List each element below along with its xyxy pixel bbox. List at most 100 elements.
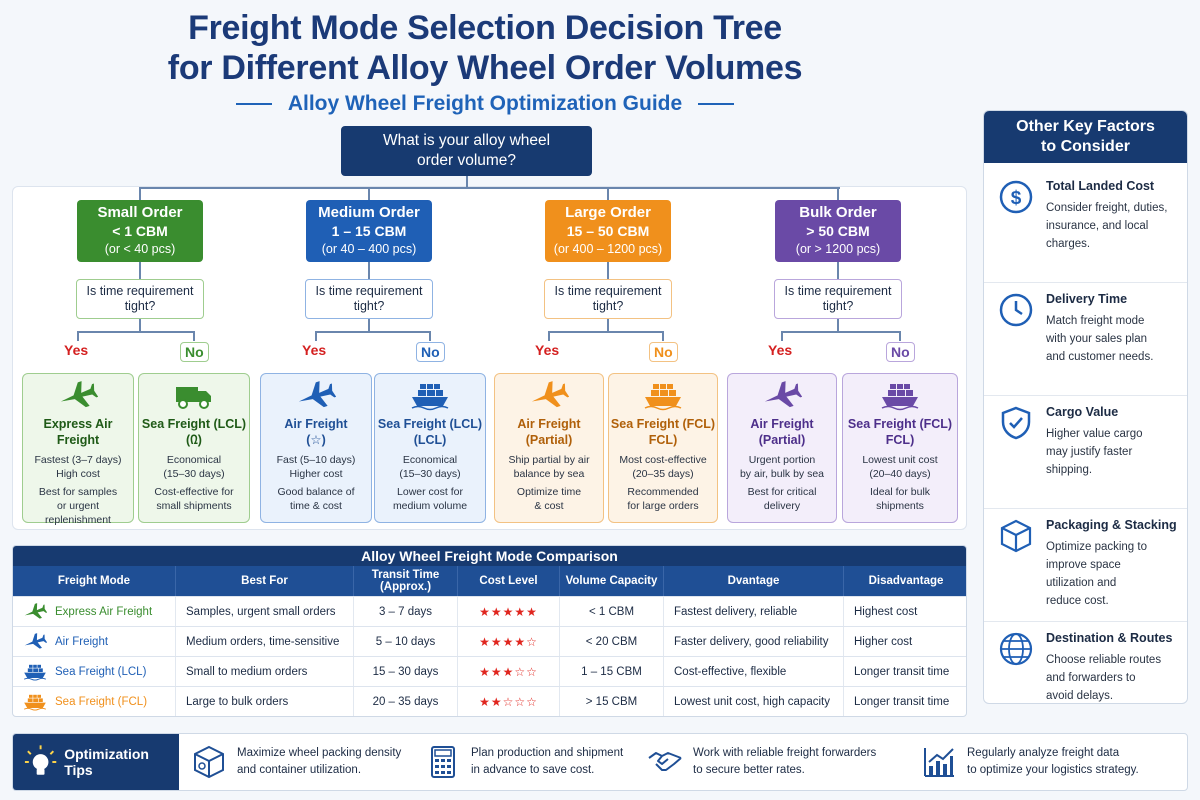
column-header: Freight Mode: [57, 575, 131, 587]
cost-cell: ★★★☆☆: [457, 657, 559, 687]
factor-description: Higher value cargo may justify faster sh…: [1046, 428, 1143, 476]
column-header: Best For: [175, 566, 353, 596]
option-name: Sea Freight (FCL) FCL): [610, 417, 716, 447]
yes-label: Yes: [64, 342, 89, 358]
plane-icon: [764, 381, 802, 408]
box-icon: [1000, 519, 1032, 553]
adv-cell: Lowest unit cost, high capacity: [663, 687, 843, 716]
best-text: Samples, urgent small orders: [186, 606, 336, 618]
option-name: Sea Freight (LCL) (᠒): [141, 417, 247, 447]
root-question: What is your alloy wheel order volume?: [341, 126, 592, 176]
adv-cell: Faster delivery, good reliability: [663, 627, 843, 657]
option-best-for: Lower cost for medium volume: [392, 486, 468, 512]
table-title: Alloy Wheel Freight Mode Comparison: [13, 546, 966, 566]
dis-cell: Highest cost: [843, 597, 966, 627]
factor-title: Delivery Time: [1046, 292, 1128, 306]
factor-description: Optimize packing to improve space utiliz…: [1046, 541, 1147, 607]
category-range: 15 – 50 CBM: [566, 223, 650, 239]
handshake-icon: [648, 752, 682, 771]
best-cell: Medium orders, time-sensitive: [175, 627, 353, 657]
column-header: Cost Level: [457, 566, 559, 596]
connector-line: [139, 319, 141, 331]
category-small-order: Small Order < 1 CBM (or < 40 pcs): [77, 200, 203, 262]
ship-icon: [23, 664, 47, 681]
option-description: Economical (15–30 days): [163, 454, 225, 480]
svg-text:$: $: [1011, 188, 1022, 209]
time-cell: 3 – 7 days: [353, 597, 457, 627]
no-label: No: [886, 342, 915, 362]
truck-icon: [176, 387, 211, 409]
clock-icon: [999, 293, 1033, 327]
tip-item: Regularly analyze freight data to optimi…: [921, 734, 1139, 790]
column-header: Transit Time (Approx.): [353, 566, 457, 596]
tips-label: Optimization Tips: [13, 734, 179, 790]
page-subtitle: Alloy Wheel Freight Optimization Guide: [0, 92, 970, 116]
mode-name: Sea Freight (LCL): [55, 666, 147, 678]
freight-option: Sea Freight (FCL) FCL) Lowest unit cost (…: [842, 373, 958, 523]
freight-option: Air Freight (Partial) Urgent portion by a…: [727, 373, 837, 523]
mode-cell: Sea Freight (FCL): [13, 687, 175, 716]
key-factors-title: Other Key Factors to Consider: [984, 111, 1187, 163]
connector-line: [781, 331, 783, 341]
ship-icon: [881, 384, 919, 411]
best-text: Small to medium orders: [186, 666, 308, 678]
option-best-for: Cost-effective for small shipments: [154, 486, 234, 512]
mode-cell: Air Freight: [13, 627, 175, 657]
category-pcs: (or < 40 pcs): [104, 242, 176, 256]
volume-cell: > 15 CBM: [559, 687, 663, 716]
yes-label: Yes: [535, 342, 560, 358]
option-description: Most cost-effective (20–35 days): [619, 454, 707, 480]
option-name: Express Air Freight: [43, 417, 113, 447]
connector-line: [607, 319, 609, 331]
mode-name: Sea Freight (FCL): [55, 696, 148, 708]
freight-option: Express Air Freight Fastest (3–7 days) Hi…: [22, 373, 134, 526]
best-cell: Samples, urgent small orders: [175, 597, 353, 627]
connector-line: [607, 262, 609, 279]
connector-line: [368, 187, 370, 200]
dis-text: Longer transit time: [854, 696, 950, 708]
adv-text: Cost-effective, flexible: [674, 666, 787, 678]
option-name: Air Freight (Partial): [750, 417, 814, 447]
best-cell: Large to bulk orders: [175, 687, 353, 716]
tip-text: Regularly analyze freight data to optimi…: [967, 747, 1139, 776]
volume-text: > 15 CBM: [585, 696, 638, 708]
factor-description: Consider freight, duties, insurance, and…: [1046, 202, 1168, 250]
category-range: > 50 CBM: [806, 223, 870, 239]
time-question: Is time requirement tight?: [76, 279, 204, 319]
category-bulk-order: Bulk Order > 50 CBM (or > 1200 pcs): [775, 200, 901, 262]
time-cell: 15 – 30 days: [353, 657, 457, 687]
plane-icon: [24, 603, 47, 619]
best-text: Medium orders, time-sensitive: [186, 636, 340, 648]
connector-line: [899, 331, 901, 341]
cost-cell: ★★☆☆☆: [457, 687, 559, 716]
dis-cell: Higher cost: [843, 627, 966, 657]
cost-stars: ★★★☆☆: [479, 665, 538, 679]
freight-option: Air Freight (Partial) Ship partial by air…: [494, 373, 604, 523]
volume-text: < 1 CBM: [588, 606, 635, 618]
category-large-order: Large Order 15 – 50 CBM (or 400 – 1200 pcs…: [545, 200, 671, 262]
cost-cell: ★★★★☆: [457, 627, 559, 657]
plane-icon: [24, 633, 47, 649]
connector-line: [315, 331, 317, 341]
option-best-for: Best for critical delivery: [747, 486, 817, 512]
time-question: Is time requirement tight?: [774, 279, 902, 319]
option-name: Sea Freight (FCL) FCL): [847, 417, 953, 447]
category-range: < 1 CBM: [112, 223, 168, 239]
adv-cell: Fastest delivery, reliable: [663, 597, 843, 627]
freight-option: Air Freight (☆) Fast (5–10 days) Higher c…: [260, 373, 372, 523]
category-pcs: (or 400 – 1200 pcs): [553, 242, 663, 256]
cost-cell: ★★★★★: [457, 597, 559, 627]
freight-option: Sea Freight (FCL) FCL) Most cost-effectiv…: [608, 373, 718, 523]
option-best-for: Good balance of time & cost: [277, 486, 355, 512]
option-best-for: Best for samples or urgent replenishment: [38, 486, 118, 526]
connector-line: [548, 331, 550, 341]
plane-icon: [531, 381, 569, 408]
tip-text: Maximize wheel packing density and conta…: [237, 747, 402, 776]
lightbulb-icon: [24, 745, 57, 775]
category-pcs: (or 40 – 400 pcs): [321, 242, 417, 256]
volume-cell: < 1 CBM: [559, 597, 663, 627]
calculator-icon: [431, 746, 455, 778]
adv-text: Faster delivery, good reliability: [674, 636, 829, 648]
connector-line: [140, 187, 840, 189]
shield-icon: [1001, 406, 1031, 440]
